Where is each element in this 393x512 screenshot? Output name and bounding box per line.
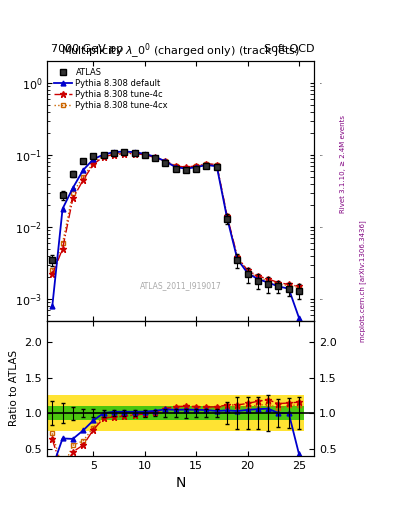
Text: ATLAS_2011_I919017: ATLAS_2011_I919017 — [140, 281, 222, 290]
Title: Multiplicity $\lambda\_0^0$ (charged only) (track jets): Multiplicity $\lambda\_0^0$ (charged onl… — [61, 42, 300, 61]
Text: Rivet 3.1.10, ≥ 2.4M events: Rivet 3.1.10, ≥ 2.4M events — [340, 115, 346, 213]
Text: mcplots.cern.ch [arXiv:1306.3436]: mcplots.cern.ch [arXiv:1306.3436] — [360, 221, 366, 343]
Text: 7000 GeV pp: 7000 GeV pp — [51, 44, 123, 54]
X-axis label: N: N — [176, 476, 186, 490]
Y-axis label: Ratio to ATLAS: Ratio to ATLAS — [9, 350, 19, 426]
Legend: ATLAS, Pythia 8.308 default, Pythia 8.308 tune-4c, Pythia 8.308 tune-4cx: ATLAS, Pythia 8.308 default, Pythia 8.30… — [51, 66, 171, 113]
Text: Soft QCD: Soft QCD — [264, 44, 314, 54]
